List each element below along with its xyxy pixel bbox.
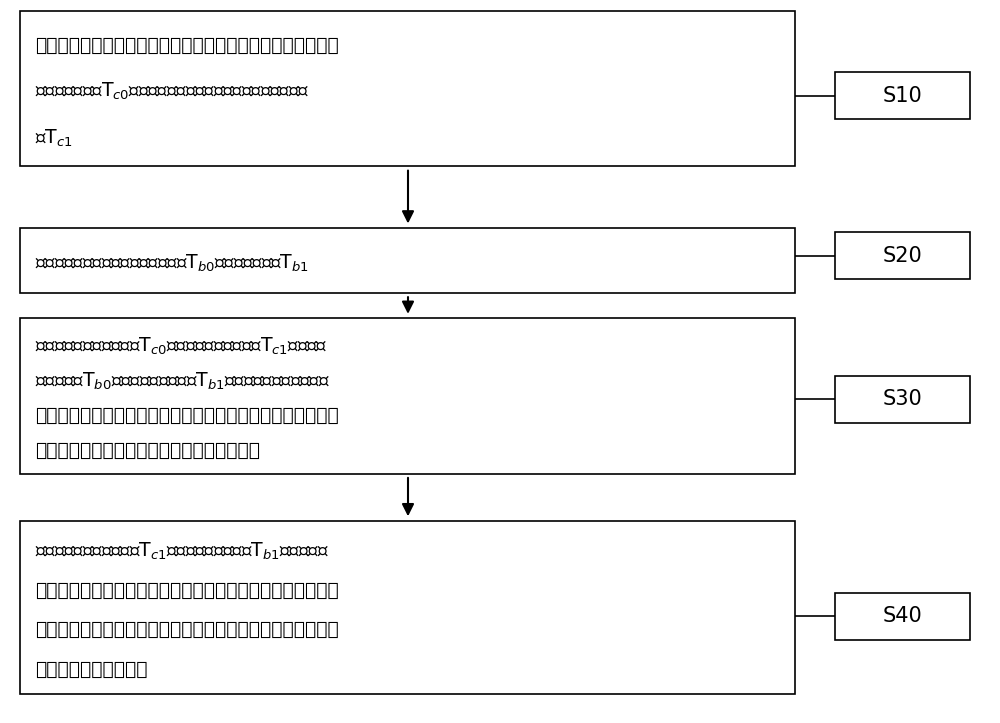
Text: 获取电池管理控制系统当前电池温度T$_{b0}$和目标电池温度T$_{b1}$: 获取电池管理控制系统当前电池温度T$_{b0}$和目标电池温度T$_{b1}$	[35, 253, 309, 274]
Text: 块，以根据所述目标开度控制电池热管理冷媒控制系统与空调: 块，以根据所述目标开度控制电池热管理冷媒控制系统与空调	[35, 620, 339, 639]
Text: 驾驶室当前温度T$_{c0}$，并获取空调控制器内设置的驾驶室目标温: 驾驶室当前温度T$_{c0}$，并获取空调控制器内设置的驾驶室目标温	[35, 81, 309, 102]
Text: 根据所述驾驶室目标温度T$_{c1}$与所述目标电池温度T$_{b1}$的差值计算: 根据所述驾驶室目标温度T$_{c1}$与所述目标电池温度T$_{b1}$的差值计…	[35, 540, 329, 562]
Text: 获取驾驶室传感器模块传送的电信号后，将所述电信号转换为: 获取驾驶室传感器模块传送的电信号后，将所述电信号转换为	[35, 35, 339, 55]
Bar	[20, 318, 795, 474]
Text: ，以根据所述目标转速控制所述压缩机的转速: ，以根据所述目标转速控制所述压缩机的转速	[35, 441, 260, 460]
Bar	[835, 376, 970, 423]
Bar	[20, 11, 795, 166]
Bar	[20, 521, 795, 694]
Text: 根据所述驾驶室当前温度T$_{c0}$、所述驾驶室目标温度T$_{c1}$、所述当: 根据所述驾驶室当前温度T$_{c0}$、所述驾驶室目标温度T$_{c1}$、所述…	[35, 335, 328, 356]
Text: S10: S10	[883, 86, 922, 106]
Text: S40: S40	[883, 607, 922, 626]
Text: 度T$_{c1}$: 度T$_{c1}$	[35, 127, 73, 149]
Text: 前电池温度T$_{b0}$和所述目标电池温度T$_{b1}$的值，计算出冷媒系统管: 前电池温度T$_{b0}$和所述目标电池温度T$_{b1}$的值，计算出冷媒系统…	[35, 370, 330, 392]
Text: 理模块中压缩机的目标转速，并输出至所述冷媒系统管理模块: 理模块中压缩机的目标转速，并输出至所述冷媒系统管理模块	[35, 406, 339, 425]
Text: 热管理系统的冷媒分配: 热管理系统的冷媒分配	[35, 659, 148, 679]
Text: S30: S30	[883, 390, 922, 409]
Bar	[835, 232, 970, 279]
Bar	[20, 228, 795, 293]
Bar	[835, 72, 970, 119]
Text: S20: S20	[883, 246, 922, 265]
Text: 出冷媒电子膨胀阀的目标开度，并输出至所述冷媒系统管理模: 出冷媒电子膨胀阀的目标开度，并输出至所述冷媒系统管理模	[35, 581, 339, 600]
Bar	[835, 593, 970, 640]
